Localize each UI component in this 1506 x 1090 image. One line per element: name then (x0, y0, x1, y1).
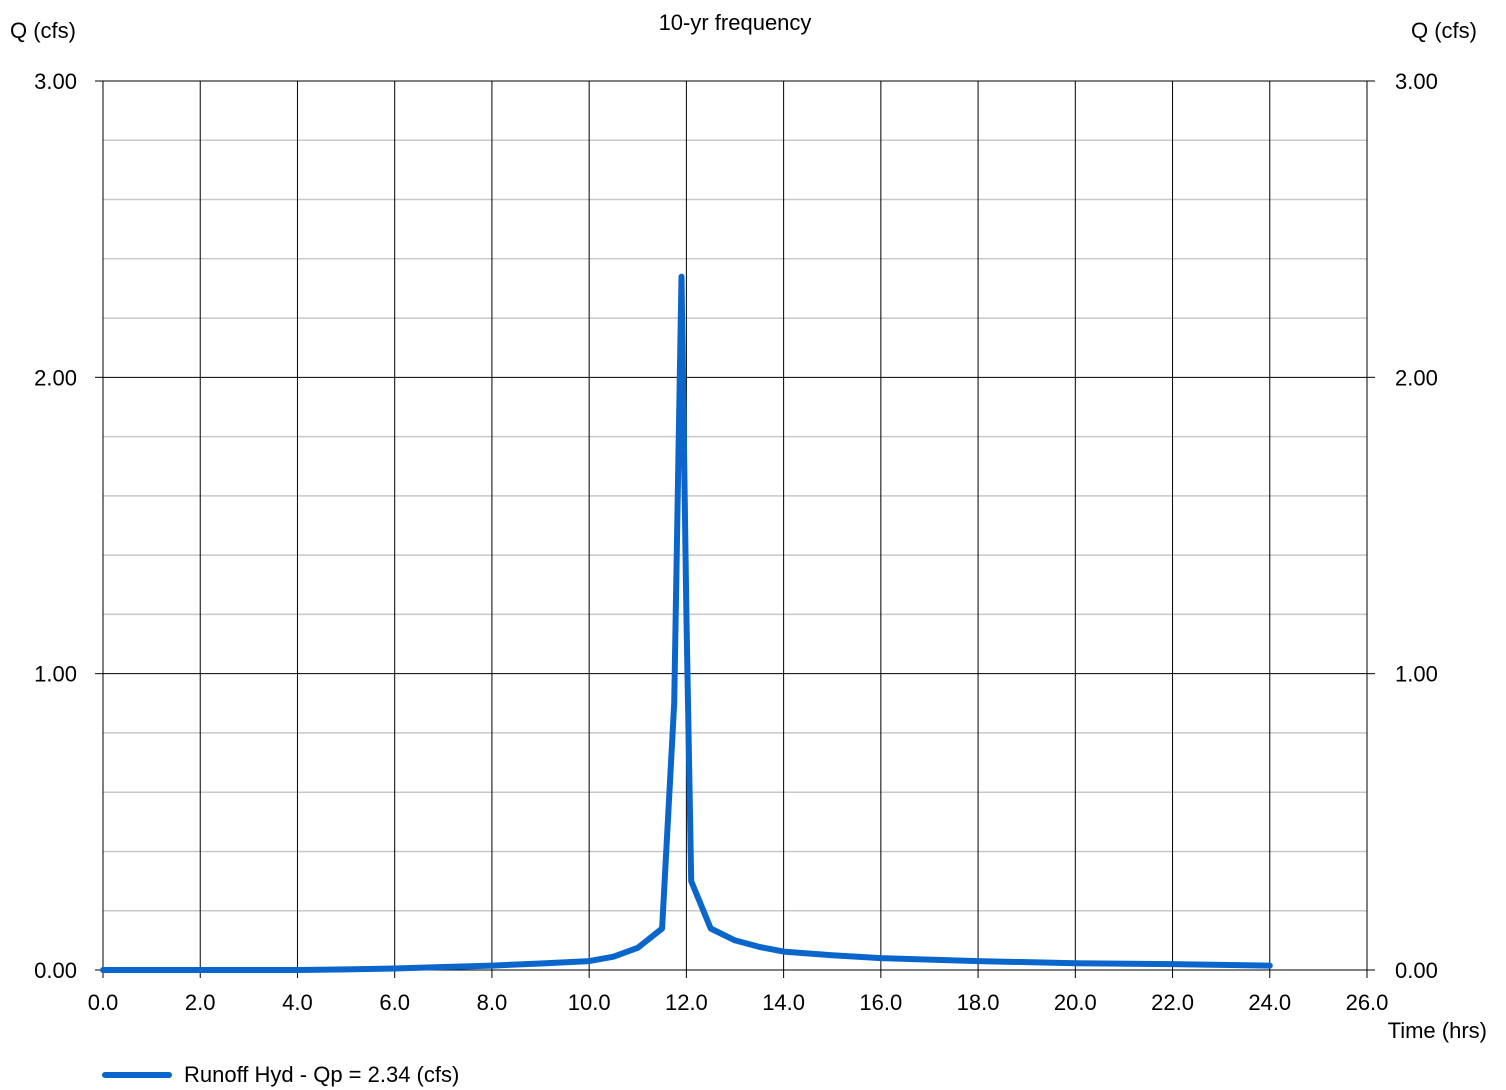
x-tick-label: 24.0 (1248, 990, 1291, 1015)
grid (102, 80, 1368, 971)
x-tick-label: 12.0 (665, 990, 708, 1015)
x-tick-label: 22.0 (1151, 990, 1194, 1015)
x-tick-label: 8.0 (477, 990, 508, 1015)
x-tick-label: 18.0 (957, 990, 1000, 1015)
y-axis-label-left: Q (cfs) (10, 18, 76, 43)
x-axis-label: Time (hrs) (1388, 1018, 1487, 1043)
x-tick-label: 20.0 (1054, 990, 1097, 1015)
x-tick-label: 16.0 (859, 990, 902, 1015)
legend-swatch (102, 1072, 172, 1078)
x-tick-label: 2.0 (185, 990, 216, 1015)
x-tick-label: 4.0 (282, 990, 313, 1015)
legend-entry: Runoff Hyd - Qp = 2.34 (cfs) (184, 1062, 460, 1087)
y-tick-label-right: 0.00 (1395, 958, 1438, 983)
plot-frame (102, 80, 1368, 971)
y-tick-label-right: 3.00 (1395, 69, 1438, 94)
y-tick-label-left: 1.00 (34, 662, 77, 687)
y-tick-label-left: 0.00 (34, 958, 77, 983)
y-axis-label-right: Q (cfs) (1411, 18, 1477, 43)
x-tick-label: 14.0 (762, 990, 805, 1015)
chart-title: 10-yr frequency (659, 10, 812, 35)
y-tick-label-right: 1.00 (1395, 662, 1438, 687)
x-tick-label: 26.0 (1346, 990, 1389, 1015)
y-tick-label-left: 2.00 (34, 365, 77, 390)
hydrograph-chart: 0.0 2.0 4.0 6.0 8.0 10.0 12.0 14.0 16.0 18.0 20.0 2… (10, 10, 1487, 1043)
y-tick-label-right: 2.00 (1395, 365, 1438, 390)
axes (95, 80, 1375, 978)
tick-labels: 0.0 2.0 4.0 6.0 8.0 10.0 12.0 14.0 16.0 18.0 20.0 2… (34, 69, 1438, 1015)
legend: Runoff Hyd - Qp = 2.34 (cfs) (102, 1060, 459, 1090)
y-tick-label-left: 3.00 (34, 69, 77, 94)
x-tick-label: 0.0 (88, 990, 119, 1015)
series-line-0 (100, 273, 1273, 973)
series (100, 273, 1273, 973)
x-tick-label: 10.0 (568, 990, 611, 1015)
x-tick-label: 6.0 (379, 990, 410, 1015)
